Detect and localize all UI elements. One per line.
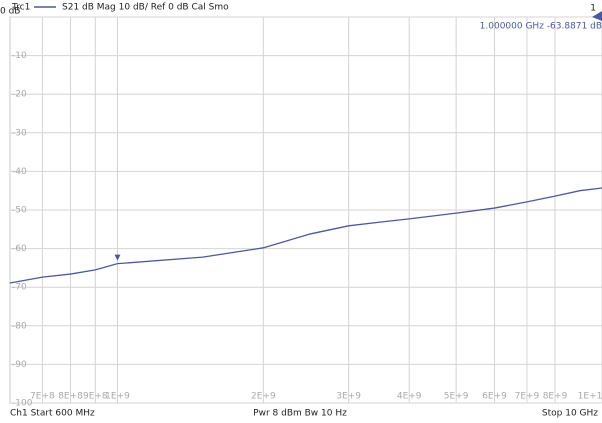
x-tick-label: 1E+1 (578, 392, 602, 402)
marker-number: 1 (590, 4, 596, 14)
x-tick-label: 6E+9 (482, 392, 507, 402)
y-tick-label: -30 (12, 128, 27, 138)
trace (9, 187, 602, 284)
x-tick-label: 7E+8 (30, 392, 55, 402)
y-tick-label: -90 (12, 360, 27, 370)
y-tick-label: -40 (12, 167, 27, 177)
y-tick-label: -20 (12, 90, 27, 100)
x-tick-label: 8E+8 (58, 392, 83, 402)
y-tick-label: -10 (12, 51, 27, 61)
y-tick-label: 0 dB (0, 7, 20, 17)
x-tick-label: 2E+9 (251, 392, 276, 402)
marker-triangle (114, 254, 121, 261)
x-tick-label: 1E+9 (105, 392, 130, 402)
marker-readout: 1.000000 GHz -63.8871 dB (480, 22, 602, 32)
y-tick-label: -70 (12, 283, 27, 293)
legend-label: Trc1 (11, 3, 30, 13)
reference-arrow (592, 11, 602, 21)
y-tick-label: -60 (12, 244, 27, 254)
x-tick-label: 5E+9 (444, 392, 469, 402)
x-tick-label: 4E+9 (397, 392, 422, 402)
y-tick-label: -50 (12, 206, 27, 216)
footer-stop: Stop 10 GHz (542, 409, 598, 419)
x-tick-label: 7E+9 (515, 392, 540, 402)
footer-start: Ch1 Start 600 MHz (10, 409, 95, 419)
x-tick-label: 9E+8 (83, 392, 108, 402)
trace-info: S21 dB Mag 10 dB/ Ref 0 dB Cal Smo (62, 3, 229, 13)
x-tick-label: 8E+9 (543, 392, 568, 402)
x-tick-label: 3E+9 (336, 392, 361, 402)
y-tick-label: -80 (12, 321, 27, 331)
y-tick-label: -100 (12, 399, 33, 409)
footer-power: Pwr 8 dBm Bw 10 Hz (253, 409, 347, 419)
